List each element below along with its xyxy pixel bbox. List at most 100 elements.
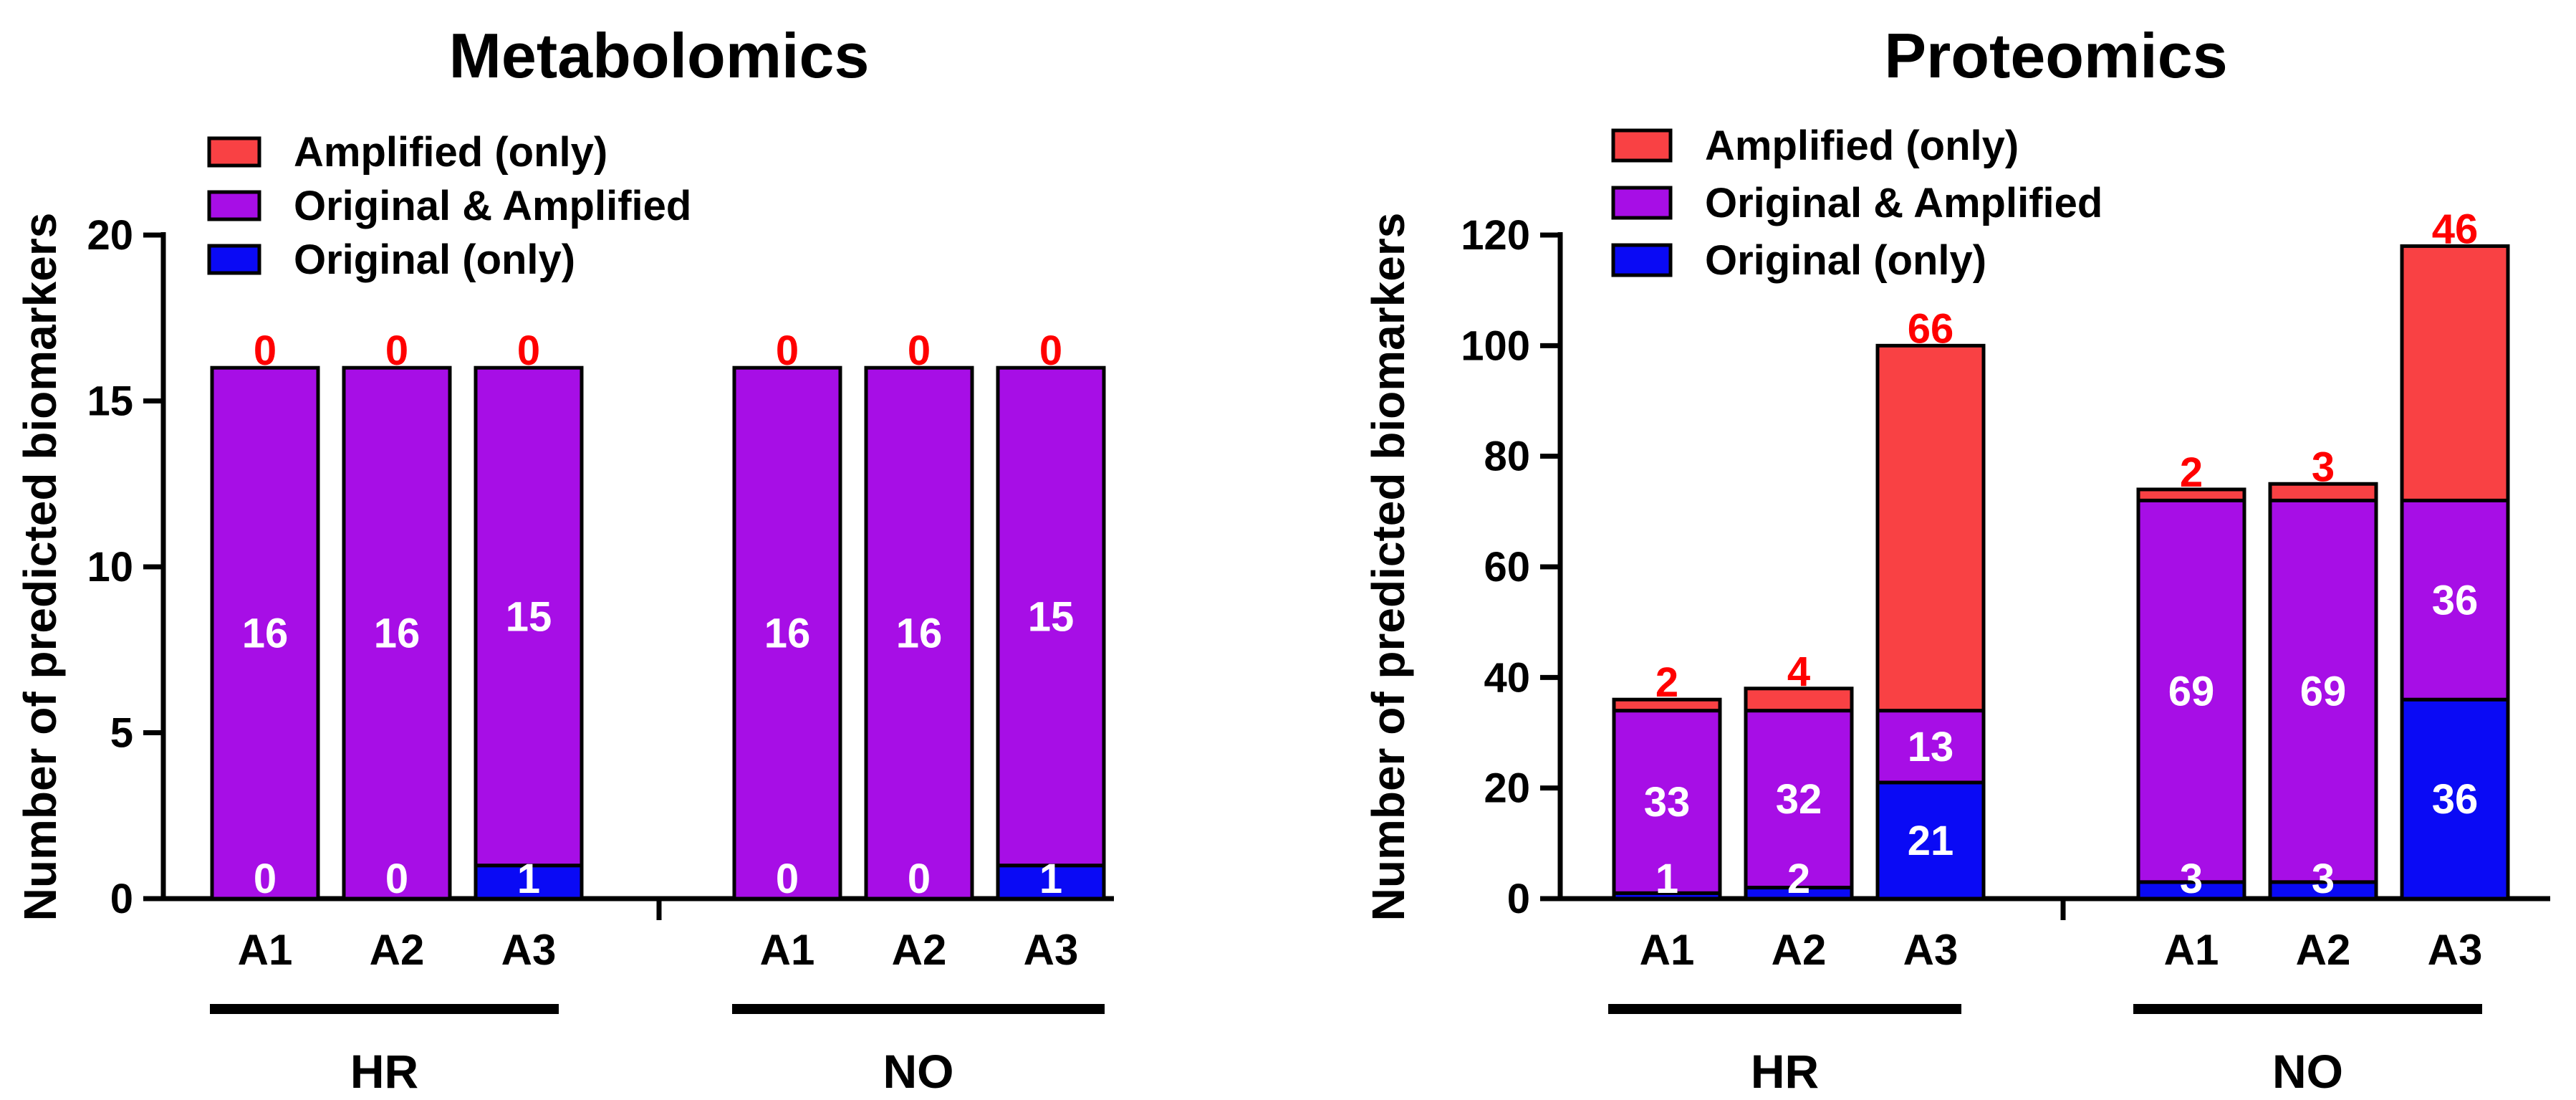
x-tick-label: A2 [892, 926, 947, 974]
y-tick-label: 40 [1484, 654, 1530, 701]
y-tick-label: 10 [87, 544, 133, 590]
data-label-original-and-amplified: 15 [506, 593, 552, 640]
data-label-original-and-amplified: 16 [896, 611, 943, 657]
bar-segment-original-and-amplified [732, 365, 842, 901]
y-tick-label: 100 [1461, 322, 1530, 369]
bar-segment-original-and-amplified [996, 365, 1106, 868]
data-label-original-only: 3 [2312, 856, 2335, 902]
data-label-original-and-amplified: 69 [2168, 669, 2215, 715]
data-label-amplified-only: 0 [908, 327, 931, 374]
data-label-original-only: 0 [385, 856, 408, 902]
bar-segment-original-only [2400, 697, 2510, 901]
x-tick-label: A1 [760, 926, 815, 974]
legend-label: Amplified (only) [294, 129, 607, 176]
legend-swatch-original-and-amplified [207, 190, 261, 221]
data-label-original-only: 2 [1787, 856, 1810, 902]
data-label-amplified-only: 3 [2312, 444, 2335, 490]
bar-segment-amplified-only [1875, 343, 1986, 713]
group-label: HR [1751, 1045, 1819, 1098]
x-tick-label: A3 [1024, 926, 1079, 974]
data-label-original-only: 0 [254, 856, 277, 902]
group-label: NO [2272, 1045, 2343, 1098]
data-label-original-and-amplified: 36 [2432, 577, 2479, 623]
y-tick-label: 0 [110, 876, 133, 922]
group-label: HR [350, 1045, 418, 1098]
y-tick-label: 60 [1484, 544, 1530, 590]
bar-segment-amplified-only [1744, 687, 1854, 713]
chart-title: Proteomics [1884, 20, 2227, 91]
legend-label: Original (only) [294, 236, 575, 283]
data-label-original-and-amplified: 16 [374, 611, 420, 657]
data-label-amplified-only: 46 [2432, 206, 2479, 252]
data-label-original-only: 0 [776, 856, 799, 902]
bar-segment-original-and-amplified [2136, 498, 2246, 884]
bar-segment-amplified-only [1612, 697, 1722, 713]
bar-segment-original-and-amplified [474, 365, 584, 868]
legend-swatch-amplified-only [1611, 128, 1673, 163]
bar-segment-original-and-amplified [864, 365, 974, 901]
x-tick-label: A3 [501, 926, 557, 974]
data-label-amplified-only: 2 [2180, 449, 2203, 496]
bar-segment-amplified-only [2400, 244, 2510, 502]
bar-segment-original-and-amplified [1612, 709, 1722, 895]
data-label-amplified-only: 0 [254, 327, 277, 374]
chart-metabolomics: Metabolomics Number of predicted biomarke… [14, 20, 1114, 1098]
bar-segment-original-and-amplified [1744, 709, 1854, 890]
x-tick-label: A2 [1772, 926, 1827, 974]
data-label-amplified-only: 0 [776, 327, 799, 374]
data-label-original-and-amplified: 32 [1776, 776, 1822, 823]
legend-swatch-original-only [1611, 243, 1673, 277]
y-tick-label: 0 [1507, 876, 1530, 922]
legend-swatch-original-only [207, 244, 261, 275]
x-tick-label: A3 [1903, 926, 1959, 974]
y-tick-label: 5 [110, 710, 133, 757]
data-label-amplified-only: 0 [1039, 327, 1062, 374]
data-label-original-only: 3 [2180, 856, 2203, 902]
bar-segment-original-and-amplified [342, 365, 452, 901]
legend-swatch-original-and-amplified [1611, 186, 1673, 220]
y-axis-label: Number of predicted biomarkers [1363, 213, 1414, 922]
bar-segment-amplified-only [2136, 487, 2246, 502]
y-tick-label: 120 [1461, 212, 1530, 259]
data-label-original-and-amplified: 33 [1644, 779, 1691, 826]
x-tick-label: A1 [1640, 926, 1695, 974]
y-tick-label: 20 [1484, 765, 1530, 812]
legend-label: Original & Amplified [1705, 180, 2102, 226]
data-label-amplified-only: 4 [1787, 649, 1810, 695]
data-label-amplified-only: 0 [517, 327, 540, 374]
data-label-amplified-only: 0 [385, 327, 408, 374]
y-tick-label: 80 [1484, 434, 1530, 480]
group-label: NO [883, 1045, 954, 1098]
legend-label: Amplified (only) [1705, 123, 2019, 169]
data-label-amplified-only: 66 [1908, 305, 1954, 352]
data-label-original-and-amplified: 15 [1028, 593, 1075, 640]
legend-swatch-amplified-only [207, 136, 261, 168]
data-label-amplified-only: 2 [1655, 659, 1678, 706]
data-label-original-only: 1 [517, 856, 540, 902]
x-tick-label: A2 [2296, 926, 2351, 974]
data-label-original-and-amplified: 16 [242, 611, 289, 657]
bar-segment-original-only [474, 864, 584, 901]
bar-segment-original-only [996, 864, 1106, 901]
data-label-original-and-amplified: 69 [2300, 669, 2347, 715]
bar-segment-original-and-amplified [210, 365, 320, 901]
bar-segment-original-and-amplified [1875, 709, 1986, 785]
bar-segment-original-and-amplified [2400, 498, 2510, 702]
data-label-original-only: 1 [1655, 856, 1678, 902]
data-label-original-only: 0 [908, 856, 931, 902]
data-label-original-only: 21 [1908, 818, 1954, 864]
x-tick-label: A3 [2428, 926, 2483, 974]
x-tick-label: A1 [2164, 926, 2219, 974]
data-label-original-and-amplified: 13 [1908, 724, 1954, 770]
data-label-original-only: 1 [1039, 856, 1062, 902]
y-tick-label: 15 [87, 378, 133, 425]
legend-label: Original (only) [1705, 237, 1986, 284]
chart-title: Metabolomics [449, 20, 870, 91]
y-axis-label: Number of predicted biomarkers [14, 213, 66, 922]
legend-label: Original & Amplified [294, 183, 691, 229]
y-tick-label: 20 [87, 212, 133, 259]
bar-segment-original-only [1875, 780, 1986, 901]
chart-proteomics: Proteomics Number of predicted biomarkers… [1363, 20, 2550, 1098]
data-label-original-only: 36 [2432, 776, 2479, 823]
